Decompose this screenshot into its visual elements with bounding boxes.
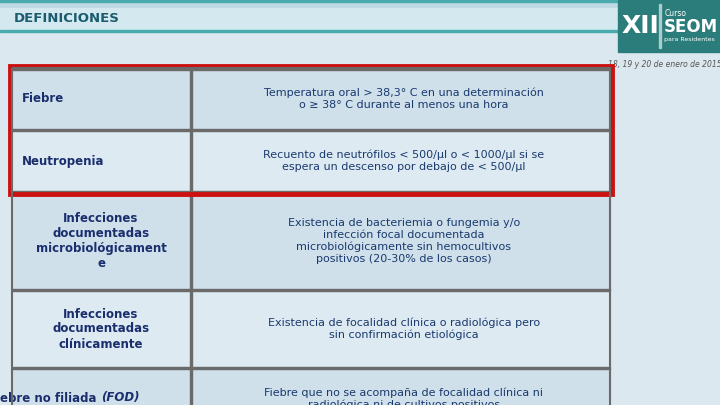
Bar xyxy=(12,191,610,193)
Text: Infecciones
documentadas
microbiológicament
e: Infecciones documentadas microbiológicam… xyxy=(35,212,166,270)
Bar xyxy=(12,68,610,130)
Text: para Residentes: para Residentes xyxy=(664,38,715,43)
Bar xyxy=(12,130,610,192)
Bar xyxy=(190,68,192,405)
Text: Existencia de focalidad clínica o radiológica pero
sin confirmación etiológica: Existencia de focalidad clínica o radiol… xyxy=(268,318,540,340)
Bar xyxy=(12,68,610,70)
Text: Temperatura oral > 38,3° C en una determinación
o ≥ 38° C durante al menos una h: Temperatura oral > 38,3° C en una determ… xyxy=(264,88,544,110)
Bar xyxy=(0,0,720,2)
Bar xyxy=(618,0,720,52)
Bar xyxy=(0,8,720,32)
Text: Fiebre: Fiebre xyxy=(22,92,64,105)
Text: Fiebre que no se acompaña de focalidad clínica ni
radiológica ni de cultivos pos: Fiebre que no se acompaña de focalidad c… xyxy=(264,388,544,405)
Bar xyxy=(12,289,610,291)
Text: Existencia de bacteriemia o fungemia y/o
infección focal documentada
microbiológ: Existencia de bacteriemia o fungemia y/o… xyxy=(288,218,520,264)
Text: Neutropenia: Neutropenia xyxy=(22,154,104,168)
Bar xyxy=(0,30,720,32)
Bar xyxy=(12,367,610,369)
Text: Recuento de neutrófilos < 500/µl o < 1000/µl si se
espera un descenso por debajo: Recuento de neutrófilos < 500/µl o < 100… xyxy=(264,150,544,172)
Text: Fiebre no filiada: Fiebre no filiada xyxy=(0,392,101,405)
Text: SEOM: SEOM xyxy=(664,18,718,36)
Text: Curso: Curso xyxy=(665,9,687,17)
Bar xyxy=(0,0,720,8)
Text: Infecciones
documentadas
clínicamente: Infecciones documentadas clínicamente xyxy=(53,307,150,350)
Text: DEFINICIONES: DEFINICIONES xyxy=(14,11,120,24)
Text: 18, 19 y 20 de enero de 2015: 18, 19 y 20 de enero de 2015 xyxy=(608,60,720,69)
Bar xyxy=(12,368,610,405)
Bar xyxy=(12,68,610,405)
Bar xyxy=(10,66,612,194)
Bar xyxy=(12,192,610,290)
Text: (FOD): (FOD) xyxy=(101,392,140,405)
Text: XII: XII xyxy=(622,14,660,38)
Bar xyxy=(12,129,610,131)
Bar xyxy=(659,4,661,48)
Bar xyxy=(12,290,610,368)
Bar xyxy=(12,68,610,405)
